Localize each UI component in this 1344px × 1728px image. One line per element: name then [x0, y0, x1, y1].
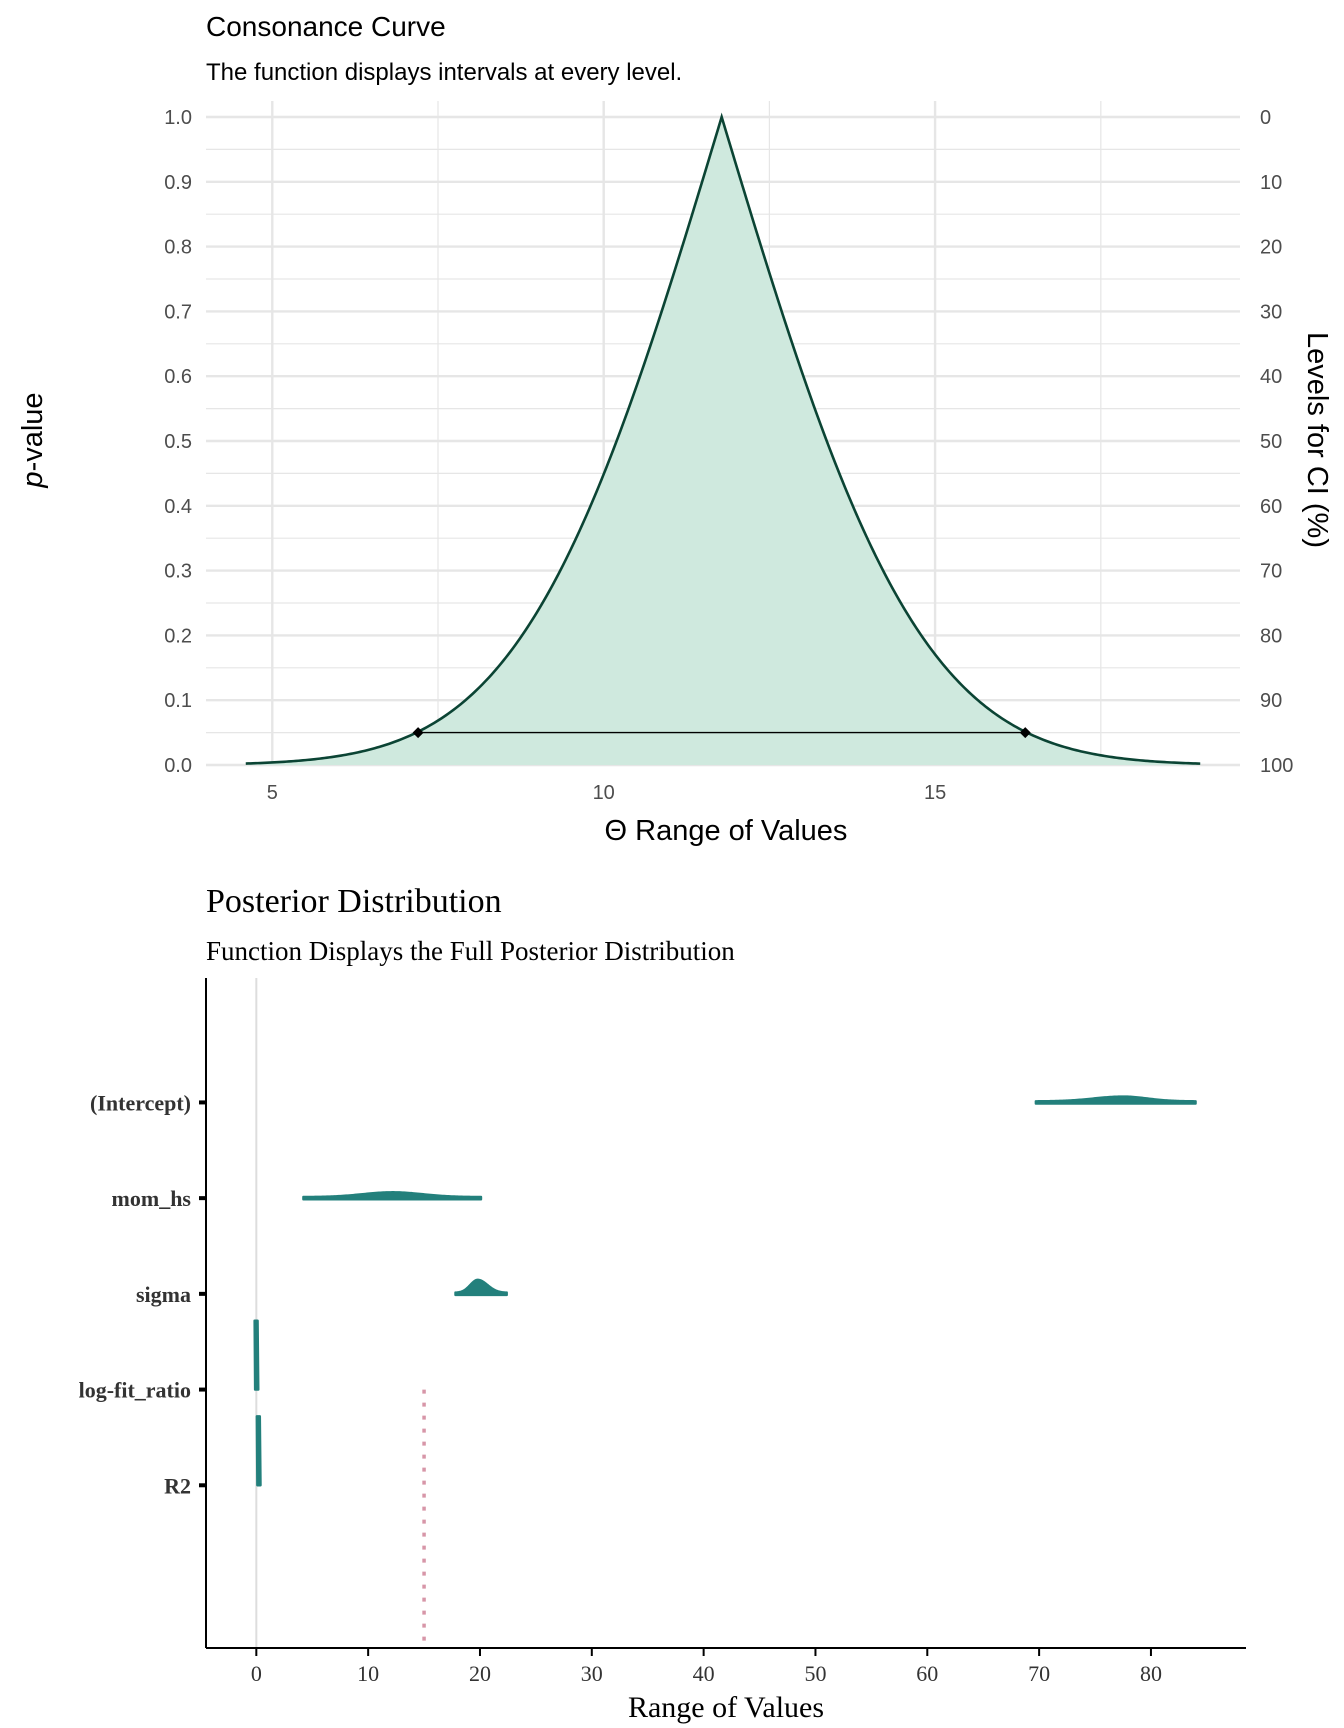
posterior-violins [253, 1095, 1197, 1487]
y2-tick-label: 50 [1260, 431, 1282, 453]
interval-upper-point [1019, 727, 1031, 739]
y2-tick-label: 90 [1260, 690, 1282, 712]
consonance-y-axis-label: p-value [17, 392, 49, 488]
x-tick-label: 10 [593, 782, 615, 804]
category-label: log-fit_ratio [79, 1378, 191, 1403]
category-label: mom_hs [112, 1186, 192, 1211]
y-tick-label: 0.3 [164, 561, 192, 583]
category-label: R2 [164, 1473, 191, 1498]
posterior-x-axis-label: Range of Values [628, 1691, 824, 1724]
posterior-distribution-chart: Posterior Distribution Function Displays… [79, 883, 1246, 1724]
y2-tick-label: 40 [1260, 366, 1282, 388]
y2-tick-label: 30 [1260, 301, 1282, 323]
violin-sigma [454, 1278, 508, 1297]
y-tick-label: 1.0 [164, 107, 192, 129]
interval-lower-point [412, 727, 424, 739]
x-tick-label: 80 [1140, 1661, 1162, 1686]
y-tick-label: 0.5 [164, 431, 192, 453]
y2-tick-label: 20 [1260, 237, 1282, 259]
y2-tick-label: 80 [1260, 625, 1282, 647]
y2-tick-label: 10 [1260, 172, 1282, 194]
y-tick-label: 0.2 [164, 625, 192, 647]
consonance-curve-line [245, 112, 1201, 765]
y2-tick-label: 100 [1260, 755, 1293, 777]
y2-tick-label: 70 [1260, 561, 1282, 583]
y-tick-label: 0.0 [164, 755, 192, 777]
violin--intercept- [1034, 1095, 1197, 1105]
x-axis-ticks: 5 10 15 [267, 782, 947, 804]
x-tick-label: 20 [469, 1661, 491, 1686]
x-tick-label: 15 [924, 782, 946, 804]
posterior-title: Posterior Distribution [206, 883, 502, 920]
consonance-y2-axis-label: Levels for CI (%) [1301, 332, 1333, 548]
y-axis-ticks: 0.0 0.1 0.2 0.3 0.4 0.5 0.6 0.7 0.8 0.9 1.0 [164, 107, 192, 777]
posterior-subtitle: Function Displays the Full Posterior Dis… [206, 936, 735, 966]
x-tick-label: 10 [357, 1661, 379, 1686]
x-tick-label: 40 [693, 1661, 715, 1686]
y-tick-label: 0.4 [164, 496, 192, 518]
consonance-curve-chart: Consonance Curve The function displays i… [17, 11, 1333, 847]
posterior-x-axis-ticks: 0 10 20 30 40 50 60 70 80 [251, 1648, 1162, 1686]
x-tick-label: 0 [251, 1661, 262, 1686]
x-tick-label: 60 [916, 1661, 938, 1686]
consonance-x-axis-label: Θ Range of Values [605, 815, 848, 847]
x-tick-label: 70 [1028, 1661, 1050, 1686]
category-label: sigma [136, 1282, 191, 1307]
violin-r2 [255, 1415, 262, 1487]
consonance-title: Consonance Curve [206, 11, 446, 42]
x-tick-label: 50 [804, 1661, 826, 1686]
x-tick-label: 5 [267, 782, 278, 804]
violin-log-fit-ratio [253, 1319, 260, 1391]
y2-tick-label: 0 [1260, 107, 1271, 129]
y-tick-label: 0.7 [164, 301, 192, 323]
y-tick-label: 0.6 [164, 366, 192, 388]
y-tick-label: 0.1 [164, 690, 192, 712]
y-axis-label-rest: -value [17, 392, 49, 471]
y-axis-label-italic: p [17, 471, 49, 488]
category-label: (Intercept) [90, 1090, 191, 1115]
x-tick-label: 30 [581, 1661, 603, 1686]
consonance-area [245, 117, 1201, 765]
y-tick-label: 0.8 [164, 237, 192, 259]
y2-tick-label: 60 [1260, 496, 1282, 518]
consonance-subtitle: The function displays intervals at every… [206, 59, 682, 86]
violin-mom-hs [302, 1191, 483, 1201]
y-tick-label: 0.9 [164, 172, 192, 194]
